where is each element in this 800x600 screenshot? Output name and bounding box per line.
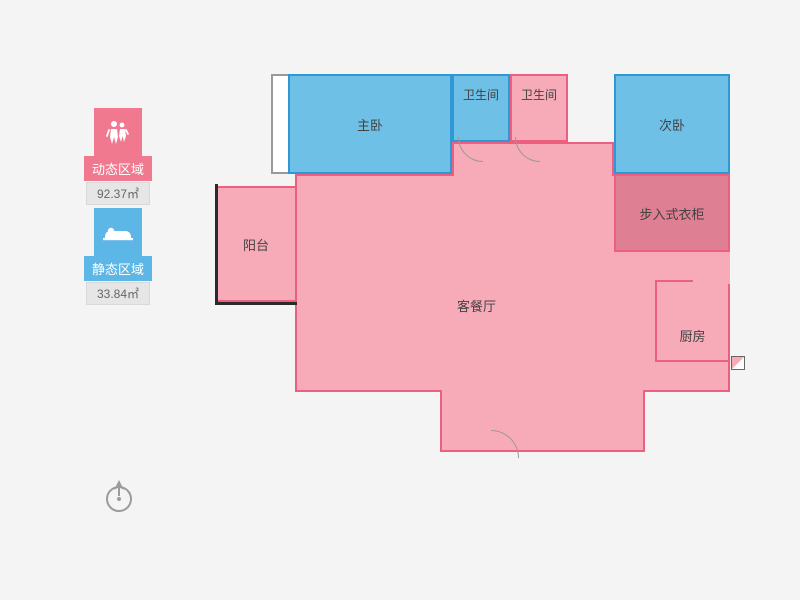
legend-static-label: 静态区域 — [84, 256, 152, 281]
people-icon — [94, 108, 142, 156]
room-bath1: 卫生间 — [452, 74, 510, 142]
room-walkin-label: 步入式衣柜 — [639, 204, 704, 223]
sleep-icon — [94, 208, 142, 256]
room-balcony-label: 阳台 — [243, 235, 269, 254]
room-living-label: 客餐厅 — [457, 296, 496, 315]
floorplan: 客餐厅 阳台 步入式衣柜 厨房 主卧 卫生间 卫生间 次卧 — [215, 60, 755, 500]
room-second-label: 次卧 — [659, 115, 685, 134]
room-master-bedroom: 主卧 — [288, 74, 452, 174]
room-kitchen-label: 厨房 — [679, 326, 705, 345]
legend-static: 静态区域 33.84㎡ — [84, 208, 152, 305]
legend-dynamic-label: 动态区域 — [84, 156, 152, 181]
room-living-ext — [440, 390, 645, 452]
legend-static-value: 33.84㎡ — [86, 282, 150, 305]
room-bath2: 卫生间 — [510, 74, 568, 142]
gap-top — [568, 74, 614, 142]
legend-dynamic-value: 92.37㎡ — [86, 182, 150, 205]
balcony-edge — [271, 74, 288, 174]
door-marker — [731, 356, 745, 370]
room-kitchen: 厨房 — [655, 280, 730, 362]
room-walkin-closet: 步入式衣柜 — [614, 174, 730, 252]
room-balcony: 阳台 — [215, 186, 297, 302]
room-bath1-label: 卫生间 — [463, 86, 499, 103]
room-master-label: 主卧 — [357, 115, 383, 134]
room-second-bedroom: 次卧 — [614, 74, 730, 174]
room-bath2-label: 卫生间 — [521, 86, 557, 103]
compass-icon — [100, 478, 138, 521]
legend-dynamic: 动态区域 92.37㎡ — [84, 108, 152, 205]
